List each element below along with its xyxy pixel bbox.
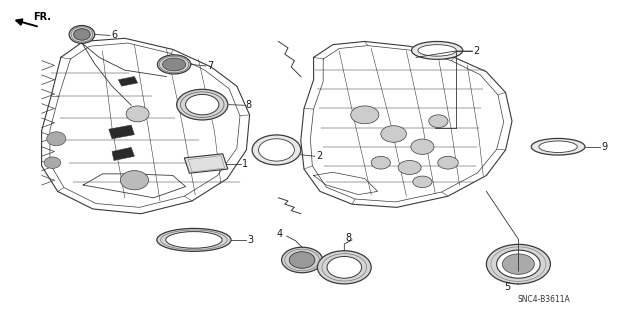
Ellipse shape: [486, 244, 550, 284]
Text: 2: 2: [474, 46, 480, 56]
Text: FR.: FR.: [33, 12, 51, 22]
Ellipse shape: [163, 58, 186, 71]
Ellipse shape: [502, 254, 534, 274]
Ellipse shape: [252, 135, 301, 165]
Polygon shape: [184, 154, 228, 173]
Text: 2: 2: [316, 151, 323, 161]
Ellipse shape: [438, 156, 458, 169]
Ellipse shape: [69, 26, 95, 43]
Ellipse shape: [157, 55, 191, 74]
Text: 5: 5: [504, 282, 511, 292]
Ellipse shape: [126, 106, 149, 122]
Ellipse shape: [411, 139, 434, 154]
Ellipse shape: [120, 171, 148, 190]
Ellipse shape: [418, 45, 456, 56]
Ellipse shape: [327, 256, 362, 278]
Polygon shape: [112, 147, 134, 160]
Ellipse shape: [282, 247, 323, 273]
Ellipse shape: [289, 252, 315, 268]
Ellipse shape: [177, 89, 228, 120]
Ellipse shape: [186, 94, 219, 115]
Ellipse shape: [413, 176, 432, 188]
Ellipse shape: [497, 250, 540, 278]
Ellipse shape: [259, 139, 294, 161]
Ellipse shape: [74, 29, 90, 40]
Ellipse shape: [381, 126, 406, 142]
Ellipse shape: [44, 157, 61, 168]
Text: 4: 4: [276, 229, 283, 240]
Ellipse shape: [429, 115, 448, 128]
Ellipse shape: [371, 156, 390, 169]
Ellipse shape: [166, 232, 222, 248]
Ellipse shape: [539, 141, 577, 152]
Ellipse shape: [157, 228, 231, 251]
Polygon shape: [109, 125, 134, 139]
Ellipse shape: [412, 41, 463, 59]
Text: 8: 8: [346, 233, 352, 243]
Ellipse shape: [317, 251, 371, 284]
Ellipse shape: [398, 160, 421, 174]
Text: 9: 9: [602, 142, 608, 152]
Text: 7: 7: [207, 61, 214, 71]
Text: 1: 1: [242, 159, 248, 169]
Polygon shape: [118, 77, 138, 86]
Text: 6: 6: [111, 30, 118, 41]
Text: 3: 3: [248, 235, 254, 245]
Ellipse shape: [531, 138, 585, 155]
Text: 8: 8: [246, 100, 252, 110]
Ellipse shape: [47, 132, 66, 146]
Text: SNC4-B3611A: SNC4-B3611A: [518, 295, 570, 304]
Ellipse shape: [351, 106, 379, 124]
